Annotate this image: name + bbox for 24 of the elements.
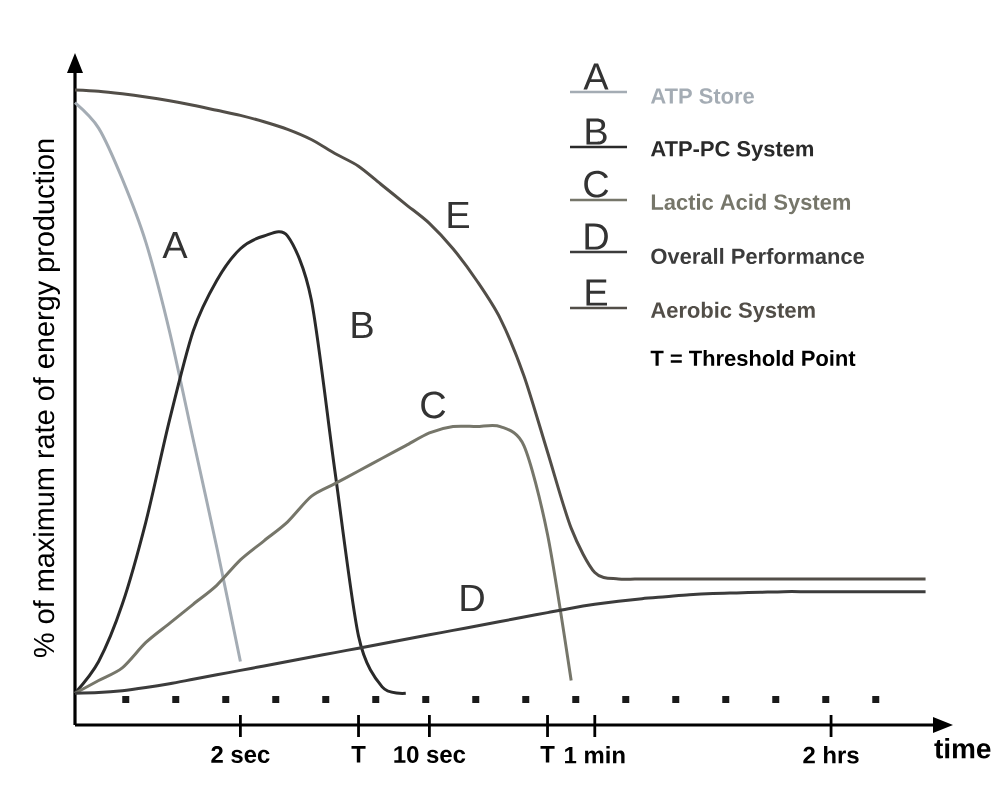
annotation: A [162, 231, 188, 259]
x-tick-label: T [540, 746, 555, 763]
annotation: T = Threshold Point [650, 349, 856, 367]
legend-label: Aerobic System [650, 301, 815, 323]
annotation: D [585, 223, 608, 250]
legend-label: Lactic Acid System [651, 193, 851, 215]
legend-label: ATP-PC System [650, 141, 814, 161]
annotation: E [448, 201, 470, 229]
y-axis-title: % of maximum rate of energy production [33, 139, 60, 658]
x-tick-label: 2 sec [211, 746, 270, 763]
x-tick-label: 10 sec [394, 746, 466, 763]
x-tick-label: T [351, 746, 366, 763]
legend-label: Overall Performance [651, 247, 865, 265]
x-tick-label: 2 hrs [803, 746, 859, 764]
annotation: C [421, 391, 446, 419]
annotation: B [586, 118, 607, 145]
annotation: E [586, 279, 608, 306]
legend-label: ATP Store [650, 88, 754, 104]
annotation: B [352, 311, 373, 339]
annotation: C [584, 170, 609, 198]
x-axis-title: time [934, 738, 991, 759]
text: A [583, 63, 609, 90]
x-tick-label: 1 min [565, 746, 625, 764]
annotation: D [461, 584, 484, 612]
